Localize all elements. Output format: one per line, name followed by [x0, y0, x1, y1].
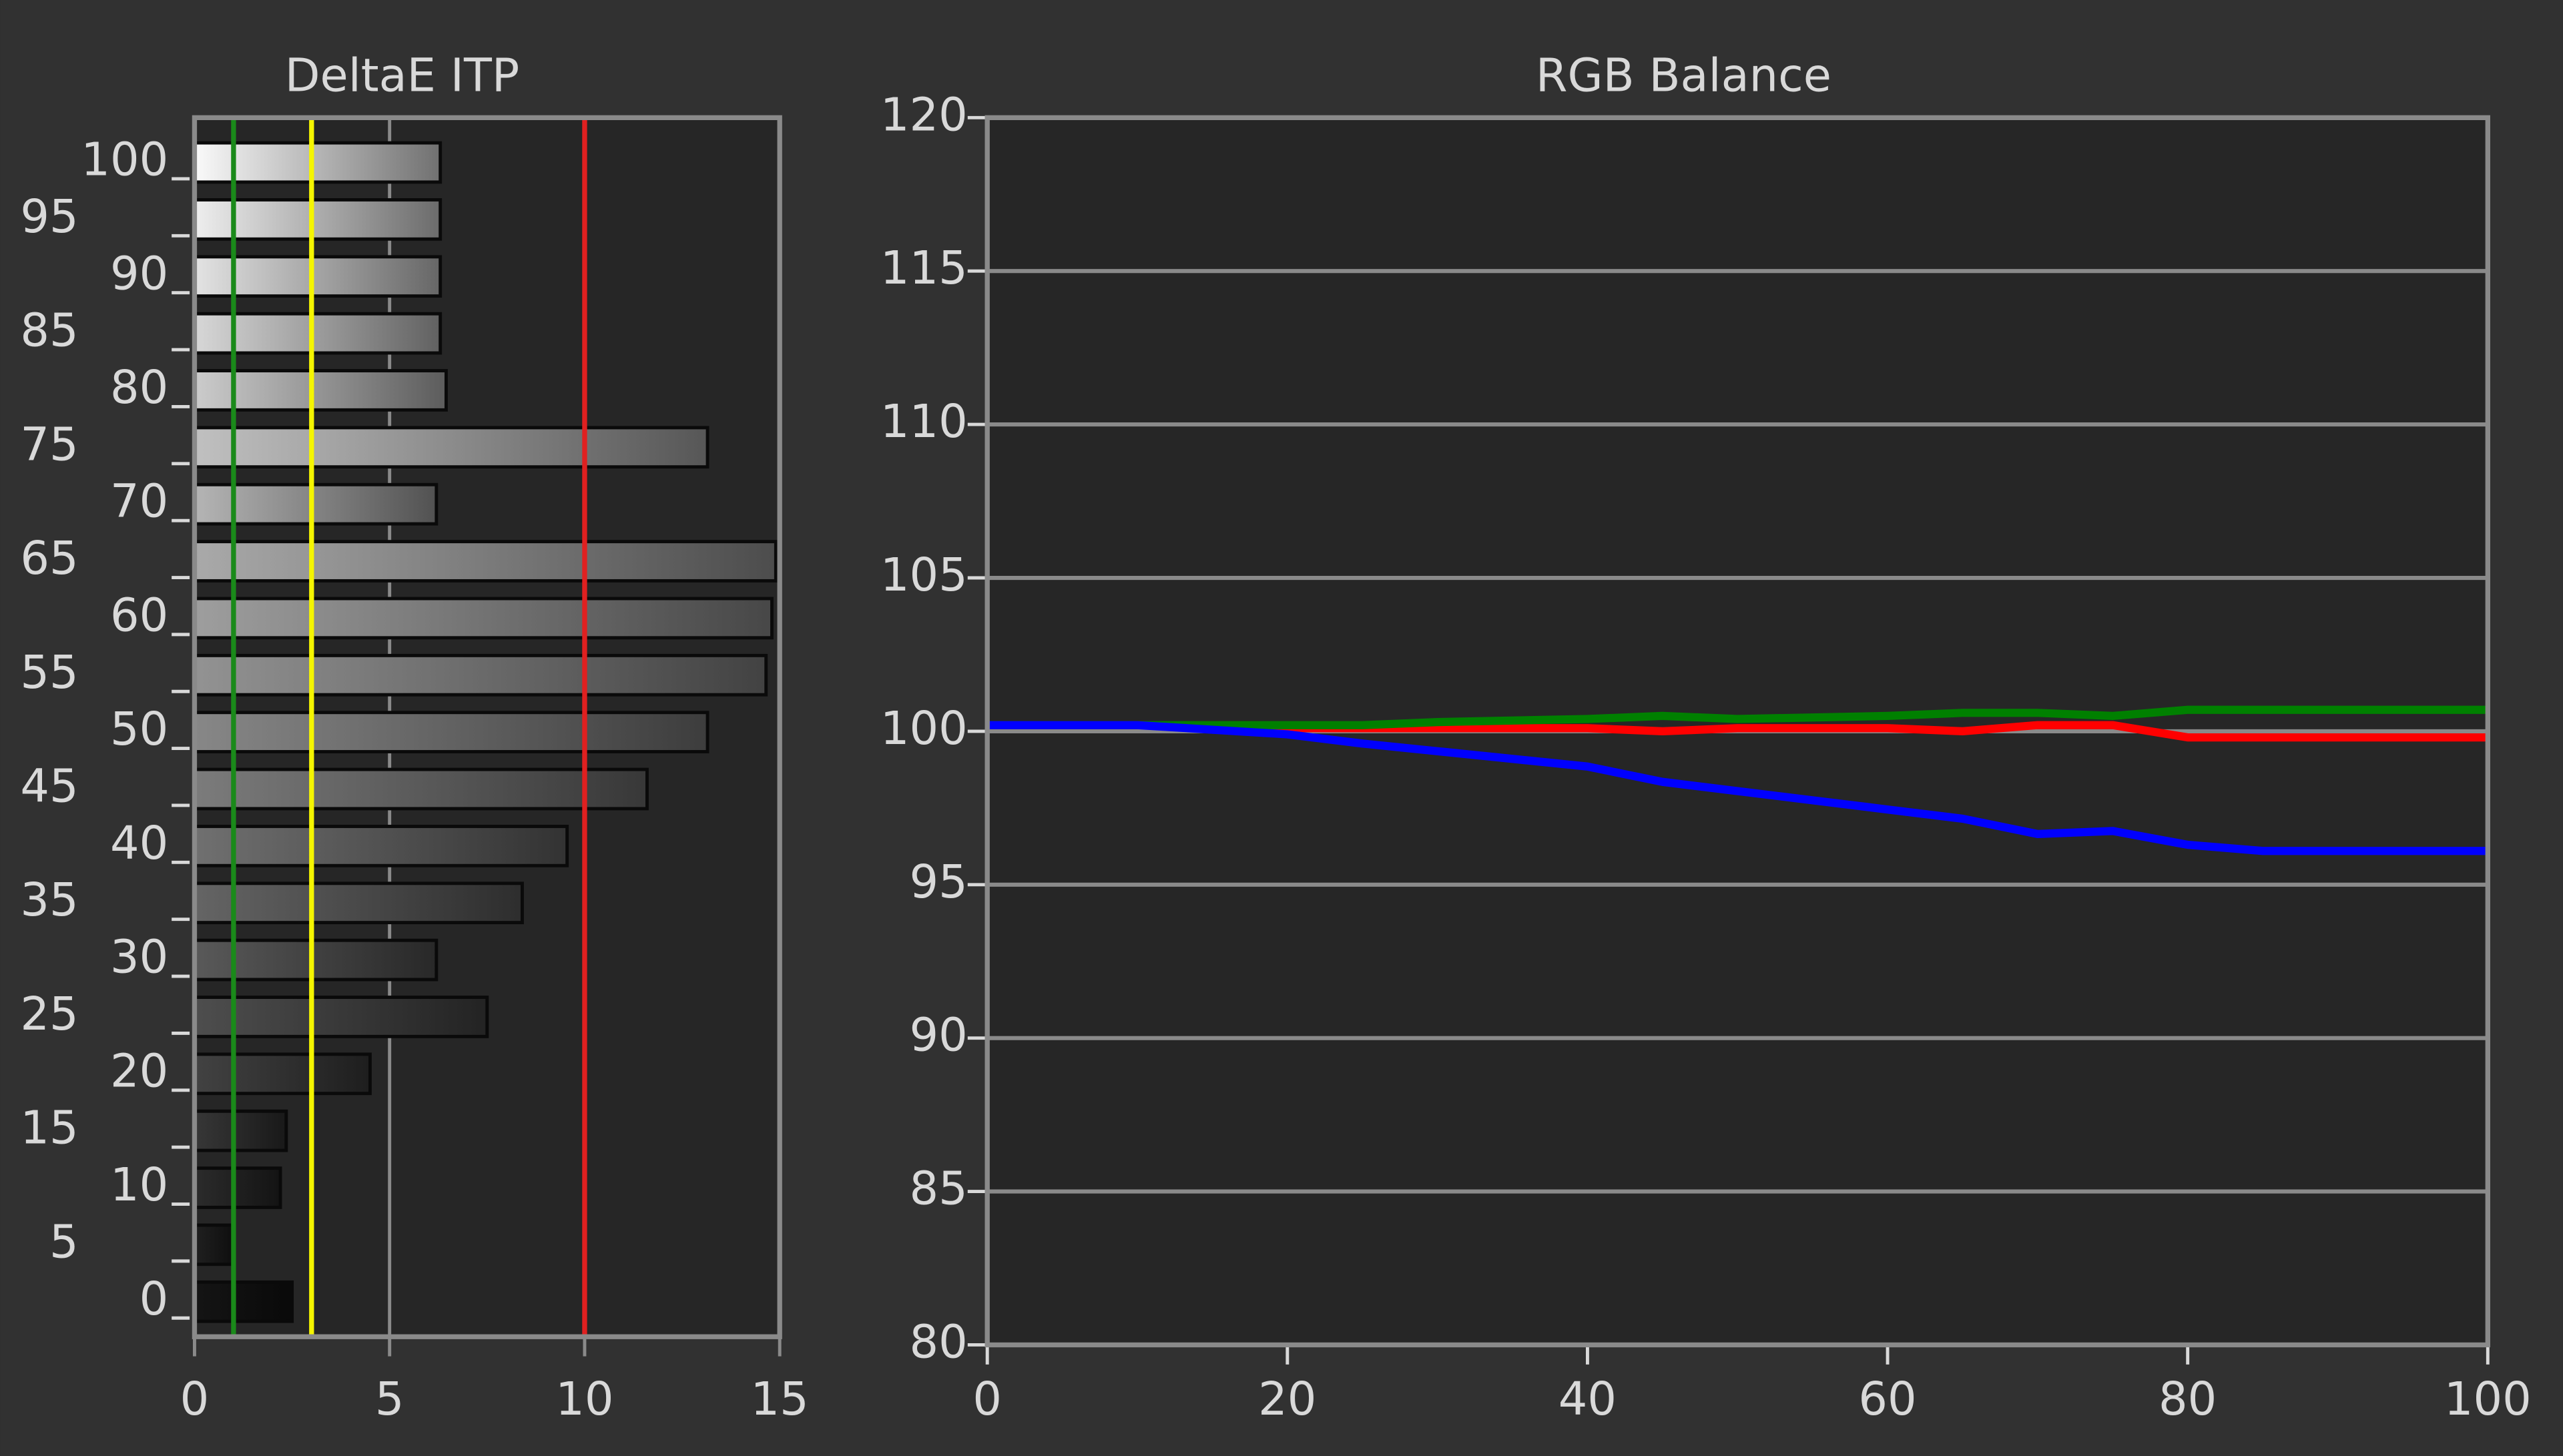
- y-tick-label: 120: [880, 88, 968, 141]
- y-tick-label: 110: [880, 395, 968, 448]
- x-tick-label: 20: [1258, 1373, 1316, 1426]
- bar: [193, 1223, 236, 1266]
- bar: [193, 996, 489, 1038]
- y-tick-label: 40: [110, 817, 168, 870]
- bar: [193, 1280, 294, 1323]
- bar: [193, 825, 569, 867]
- y-tick-label: 85: [910, 1162, 968, 1216]
- plot-frame: [984, 115, 2490, 1348]
- bar: [193, 482, 439, 526]
- y-tick-label: 80: [910, 1316, 968, 1369]
- bar: [193, 1052, 372, 1096]
- plot-frame: [192, 115, 782, 1339]
- x-tick-label: 0: [972, 1373, 1002, 1426]
- bar: [193, 881, 524, 925]
- y-tick-label: 0: [139, 1272, 169, 1326]
- bar: [193, 767, 649, 811]
- bar: [193, 426, 709, 469]
- y-tick-label: 90: [910, 1009, 968, 1062]
- y-tick-label: 55: [20, 646, 78, 699]
- y-tick-label: 70: [110, 475, 168, 528]
- series-line: [987, 721, 2488, 855]
- y-tick-label: 90: [110, 247, 168, 300]
- bar: [193, 540, 778, 583]
- series-line: [987, 705, 2488, 729]
- x-tick-label: 40: [1558, 1373, 1617, 1426]
- y-tick-label: 95: [20, 190, 78, 244]
- y-tick-label: 85: [20, 304, 78, 358]
- bar: [193, 711, 709, 753]
- bar: [193, 597, 774, 640]
- y-tick-label: 5: [49, 1215, 79, 1268]
- chart-title: RGB Balance: [1536, 49, 1831, 103]
- y-tick-label: 50: [110, 703, 168, 756]
- x-tick-label: 15: [751, 1373, 809, 1426]
- chart-title: DeltaE ITP: [285, 49, 519, 103]
- y-tick-label: 80: [110, 361, 168, 414]
- y-tick-label: 100: [81, 133, 168, 187]
- y-tick-label: 35: [20, 873, 78, 927]
- bar: [193, 653, 768, 697]
- y-tick-label: 25: [20, 988, 78, 1041]
- y-tick-label: 15: [20, 1102, 78, 1155]
- bar: [193, 1166, 282, 1209]
- bar: [193, 938, 439, 982]
- y-tick-label: 20: [110, 1044, 168, 1098]
- y-tick-label: 105: [880, 549, 968, 602]
- y-tick-label: 10: [110, 1158, 168, 1212]
- x-tick-label: 80: [2159, 1373, 2217, 1426]
- y-tick-label: 65: [20, 532, 78, 585]
- y-tick-label: 45: [20, 760, 78, 813]
- x-tick-label: 60: [1858, 1373, 1916, 1426]
- y-tick-label: 60: [110, 589, 168, 642]
- x-tick-label: 5: [375, 1373, 404, 1426]
- y-tick-label: 100: [880, 702, 968, 755]
- y-tick-label: 75: [20, 418, 78, 471]
- y-tick-label: 115: [880, 242, 968, 295]
- y-tick-label: 95: [910, 855, 968, 909]
- bar: [193, 1109, 288, 1152]
- x-tick-label: 100: [2444, 1373, 2532, 1426]
- y-tick-label: 30: [110, 931, 168, 984]
- x-tick-label: 10: [555, 1373, 613, 1426]
- x-tick-label: 0: [180, 1373, 210, 1426]
